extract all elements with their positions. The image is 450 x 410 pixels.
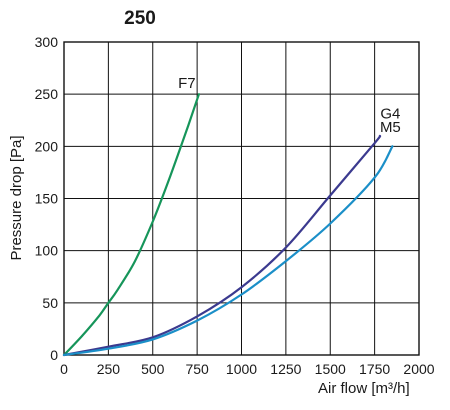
y-tick-label: 0: [50, 347, 58, 363]
y-tick-label: 250: [35, 86, 59, 102]
x-tick-label: 750: [185, 361, 209, 377]
x-tick-label: 500: [141, 361, 165, 377]
series-label-f7: F7: [178, 75, 196, 92]
x-tick-label: 0: [60, 361, 68, 377]
y-tick-label: 100: [35, 243, 59, 259]
x-tick-label: 2000: [403, 361, 434, 377]
y-tick-label: 150: [35, 191, 59, 207]
series-line-m5: [62, 134, 382, 357]
series-line-f7: [62, 93, 200, 357]
x-tick-label: 1750: [359, 361, 390, 377]
y-tick-label: 300: [35, 34, 59, 50]
x-tick-label: 1000: [226, 361, 257, 377]
series-label-m5: M5: [380, 119, 401, 136]
y-tick-label: 50: [42, 295, 58, 311]
grid: [63, 41, 420, 356]
chart-title: 250: [124, 8, 156, 29]
series-label-g4: G4: [380, 105, 400, 122]
y-tick-label: 200: [35, 138, 59, 154]
tick-labels: 0 250 500 750 1000 1250 1500 1750 2000 0 50 100 150 2…: [35, 34, 435, 377]
plot-frame: [63, 41, 420, 356]
series-line-g4: [62, 145, 394, 357]
x-tick-label: 1250: [270, 361, 301, 377]
x-axis-title: Air flow [m³/h]: [318, 380, 410, 397]
y-axis-title: Pressure drop [Pa]: [8, 135, 25, 260]
x-tick-label: 1500: [315, 361, 346, 377]
x-tick-label: 250: [97, 361, 121, 377]
series-lines: [62, 93, 394, 357]
